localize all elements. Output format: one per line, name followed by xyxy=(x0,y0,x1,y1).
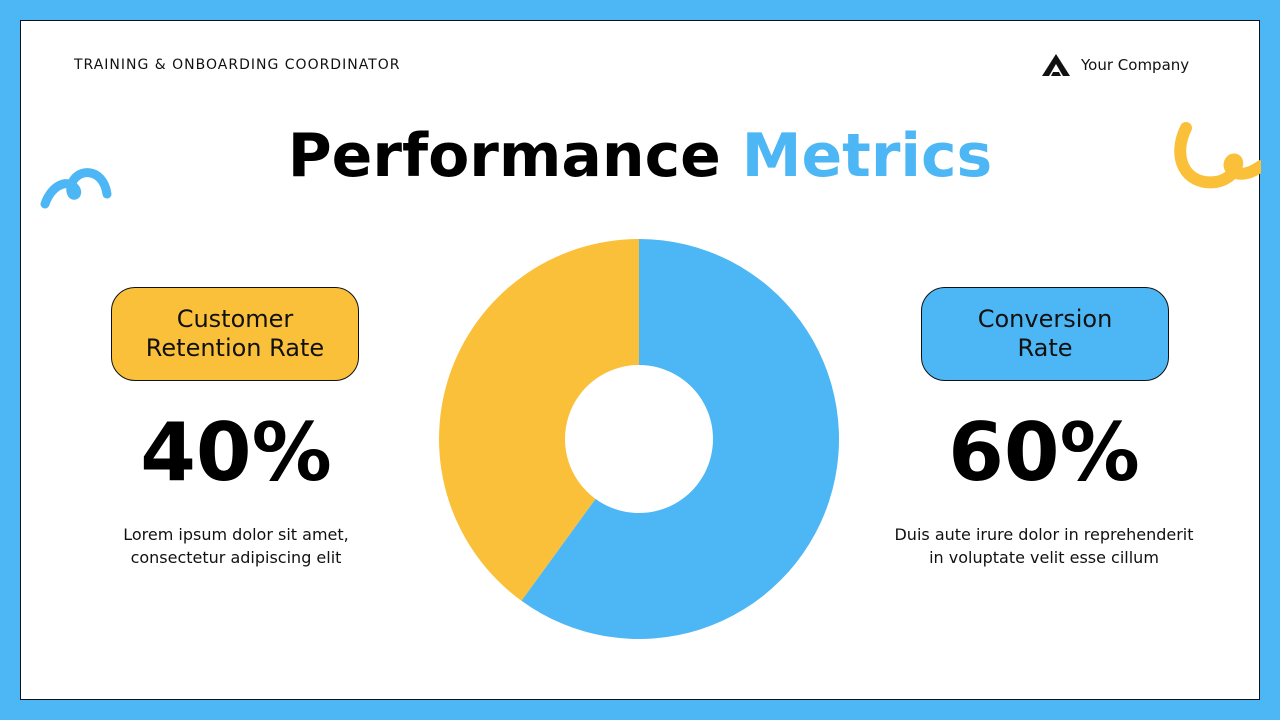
company-name: Your Company xyxy=(1081,56,1190,74)
retention-description: Lorem ipsum dolor sit amet, consectetur … xyxy=(123,525,349,567)
donut-slice-customer-retention-rate xyxy=(439,239,639,601)
yellow-squiggle-decoration xyxy=(1174,122,1261,189)
slide: TRAINING & ONBOARDING COORDINATOR Your C… xyxy=(20,20,1261,700)
retention-label-pill: Customer Retention Rate xyxy=(111,287,359,381)
donut-chart xyxy=(439,239,839,639)
donut-slice-conversion-rate xyxy=(521,239,839,639)
logo-triangle-icon xyxy=(1042,54,1070,76)
blue-squiggle-decoration xyxy=(40,168,112,209)
eyebrow-text: TRAINING & ONBOARDING COORDINATOR xyxy=(74,57,401,73)
conversion-description: Duis aute irure dolor in reprehenderit i… xyxy=(894,525,1194,567)
page-title: Performance Metrics xyxy=(21,121,1259,191)
retention-label: Customer Retention Rate xyxy=(145,305,325,362)
company-logo: Your Company xyxy=(1041,53,1189,77)
retention-value: 40% xyxy=(140,406,332,499)
conversion-label-pill: Conversion Rate xyxy=(921,287,1169,381)
title-accent: Metrics xyxy=(741,121,993,191)
title-main: Performance xyxy=(287,121,721,191)
conversion-value: 60% xyxy=(948,406,1140,499)
conversion-label: Conversion Rate xyxy=(977,305,1113,362)
